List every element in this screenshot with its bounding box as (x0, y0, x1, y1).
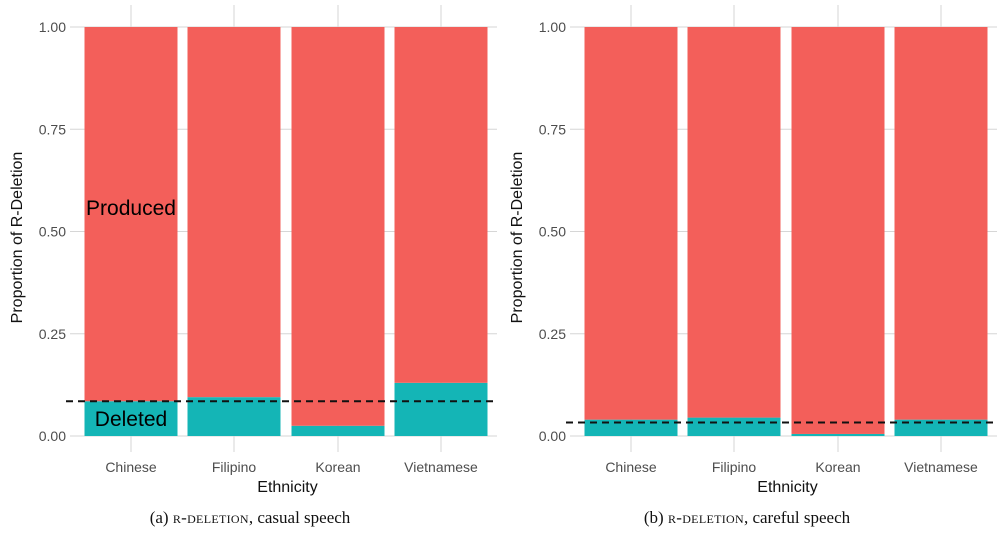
p1-x-axis-title: Ethnicity (257, 479, 317, 496)
p1-xtick-label-1: Filipino (212, 459, 257, 475)
p2-ytick-label-4: 1.00 (539, 19, 566, 35)
caption-a-suffix: , casual speech (248, 508, 351, 527)
caption-b: (b) r-deletion, careful speech (497, 508, 997, 528)
p1-y-axis-title: Proportion of R-Deletion (9, 152, 26, 324)
p2-bar-deleted-chinese (584, 419, 678, 436)
p2-ytick-label-1: 0.25 (539, 326, 566, 342)
p2-ytick-label-2: 0.50 (539, 224, 566, 240)
p2-bar-produced-korean (791, 27, 885, 434)
p2-xtick-label-2: Korean (815, 459, 860, 475)
p2-bar-produced-chinese (584, 27, 678, 420)
p2-bar-produced-vietnamese (894, 27, 988, 420)
p1-bar-produced-filipino (187, 27, 281, 398)
p1-bar-produced-vietnamese (394, 27, 488, 383)
caption-a-smallcaps: r-deletion (172, 508, 249, 527)
p1-label-produced: Produced (86, 197, 176, 220)
p1-ytick-label-1: 0.25 (39, 326, 66, 342)
caption-b-smallcaps: r-deletion (667, 508, 744, 527)
p2-xtick-label-3: Vietnamese (904, 459, 978, 475)
p1-xtick-label-2: Korean (315, 459, 360, 475)
p1-bar-deleted-korean (291, 425, 385, 436)
caption-b-suffix: , careful speech (743, 508, 851, 527)
p1-ytick-label-0: 0.00 (39, 428, 66, 444)
p1-bar-deleted-chinese (84, 401, 178, 436)
p1-xtick-label-0: Chinese (105, 459, 157, 475)
p2-x-axis-title: Ethnicity (757, 479, 817, 496)
p1-ytick-label-4: 1.00 (39, 19, 66, 35)
p1-bar-deleted-vietnamese (394, 382, 488, 436)
caption-b-prefix: (b) (643, 508, 668, 527)
p2-y-axis-title: Proportion of R-Deletion (509, 152, 526, 324)
p2-xtick-label-1: Filipino (712, 459, 757, 475)
p1-ytick-label-3: 0.75 (39, 121, 66, 137)
p1-bar-deleted-filipino (187, 397, 281, 436)
p2-bar-deleted-korean (791, 433, 885, 436)
p1-xtick-label-3: Vietnamese (404, 459, 478, 475)
p2-ytick-label-3: 0.75 (539, 121, 566, 137)
p1-bar-produced-chinese (84, 27, 178, 402)
p1-label-deleted: Deleted (95, 408, 167, 431)
p2-bar-deleted-vietnamese (894, 419, 988, 436)
caption-a-prefix: (a) (149, 508, 173, 527)
p2-xtick-label-0: Chinese (605, 459, 657, 475)
p2-ytick-label-0: 0.00 (539, 428, 566, 444)
p1-bar-produced-korean (291, 27, 385, 426)
p1-ytick-label-2: 0.50 (39, 224, 66, 240)
p2-bar-produced-filipino (687, 27, 781, 418)
caption-a: (a) r-deletion, casual speech (0, 508, 500, 528)
p2-bar-deleted-filipino (687, 417, 781, 436)
